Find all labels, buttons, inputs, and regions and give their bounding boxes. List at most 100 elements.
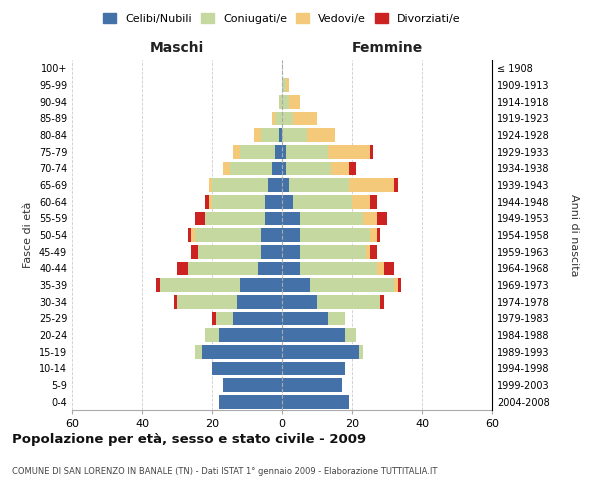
Bar <box>286 78 289 92</box>
Bar <box>240 278 282 292</box>
Bar <box>223 378 282 392</box>
Bar <box>331 162 349 175</box>
Bar <box>278 95 282 108</box>
Bar <box>275 145 282 158</box>
Bar <box>394 278 398 292</box>
Bar <box>282 362 345 375</box>
Text: Maschi: Maschi <box>150 41 204 55</box>
Bar <box>286 162 331 175</box>
Bar <box>282 195 293 208</box>
Bar <box>370 195 377 208</box>
Bar <box>282 228 299 242</box>
Text: Femmine: Femmine <box>352 41 422 55</box>
Legend: Celibi/Nubili, Coniugati/e, Vedovi/e, Divorziati/e: Celibi/Nubili, Coniugati/e, Vedovi/e, Di… <box>101 10 463 26</box>
Bar <box>236 295 282 308</box>
Bar <box>205 328 219 342</box>
Bar <box>307 128 335 142</box>
Bar <box>349 162 355 175</box>
Bar <box>289 178 349 192</box>
Bar <box>282 162 286 175</box>
Bar <box>380 295 383 308</box>
Bar <box>377 262 383 275</box>
Bar <box>198 245 261 258</box>
Bar <box>215 312 233 325</box>
Bar <box>352 195 370 208</box>
Bar <box>219 395 282 408</box>
Bar <box>209 178 212 192</box>
Bar <box>209 195 212 208</box>
Bar <box>289 95 299 108</box>
Bar <box>370 145 373 158</box>
Bar <box>394 178 398 192</box>
Bar <box>282 128 307 142</box>
Bar <box>212 312 215 325</box>
Bar <box>310 278 394 292</box>
Bar <box>299 245 366 258</box>
Bar <box>282 145 286 158</box>
Bar <box>282 378 341 392</box>
Bar <box>299 212 362 225</box>
Bar <box>205 212 265 225</box>
Bar <box>293 195 352 208</box>
Bar <box>328 145 370 158</box>
Bar <box>177 295 236 308</box>
Bar <box>282 212 299 225</box>
Bar <box>156 278 160 292</box>
Bar <box>219 328 282 342</box>
Bar <box>377 228 380 242</box>
Bar <box>261 128 278 142</box>
Bar <box>233 145 240 158</box>
Bar <box>299 228 370 242</box>
Bar <box>370 245 377 258</box>
Bar <box>282 278 310 292</box>
Bar <box>377 212 387 225</box>
Bar <box>282 245 299 258</box>
Bar <box>240 145 275 158</box>
Bar <box>177 262 187 275</box>
Bar <box>293 112 317 125</box>
Bar <box>349 178 394 192</box>
Bar <box>362 212 377 225</box>
Bar <box>191 228 194 242</box>
Bar <box>191 245 198 258</box>
Bar <box>282 95 289 108</box>
Bar <box>261 245 282 258</box>
Bar <box>271 162 282 175</box>
Bar <box>278 128 282 142</box>
Bar <box>282 328 345 342</box>
Bar <box>383 262 394 275</box>
Bar <box>160 278 240 292</box>
Bar <box>261 228 282 242</box>
Bar <box>212 362 282 375</box>
Bar <box>194 212 205 225</box>
Bar <box>229 162 271 175</box>
Bar <box>202 345 282 358</box>
Bar <box>282 178 289 192</box>
Bar <box>359 345 362 358</box>
Bar <box>254 128 261 142</box>
Text: Popolazione per età, sesso e stato civile - 2009: Popolazione per età, sesso e stato civil… <box>12 432 366 446</box>
Bar <box>194 345 202 358</box>
Bar <box>286 145 328 158</box>
Y-axis label: Anni di nascita: Anni di nascita <box>569 194 579 276</box>
Bar <box>233 312 282 325</box>
Bar <box>282 262 299 275</box>
Y-axis label: Fasce di età: Fasce di età <box>23 202 33 268</box>
Bar <box>257 262 282 275</box>
Bar <box>282 112 293 125</box>
Bar <box>282 295 317 308</box>
Bar <box>328 312 345 325</box>
Bar <box>275 112 282 125</box>
Bar <box>173 295 177 308</box>
Bar <box>345 328 355 342</box>
Bar <box>271 112 275 125</box>
Bar <box>212 178 268 192</box>
Bar <box>265 212 282 225</box>
Bar <box>187 228 191 242</box>
Bar <box>317 295 380 308</box>
Bar <box>299 262 377 275</box>
Bar <box>194 228 261 242</box>
Bar <box>398 278 401 292</box>
Bar <box>205 195 209 208</box>
Bar <box>366 245 370 258</box>
